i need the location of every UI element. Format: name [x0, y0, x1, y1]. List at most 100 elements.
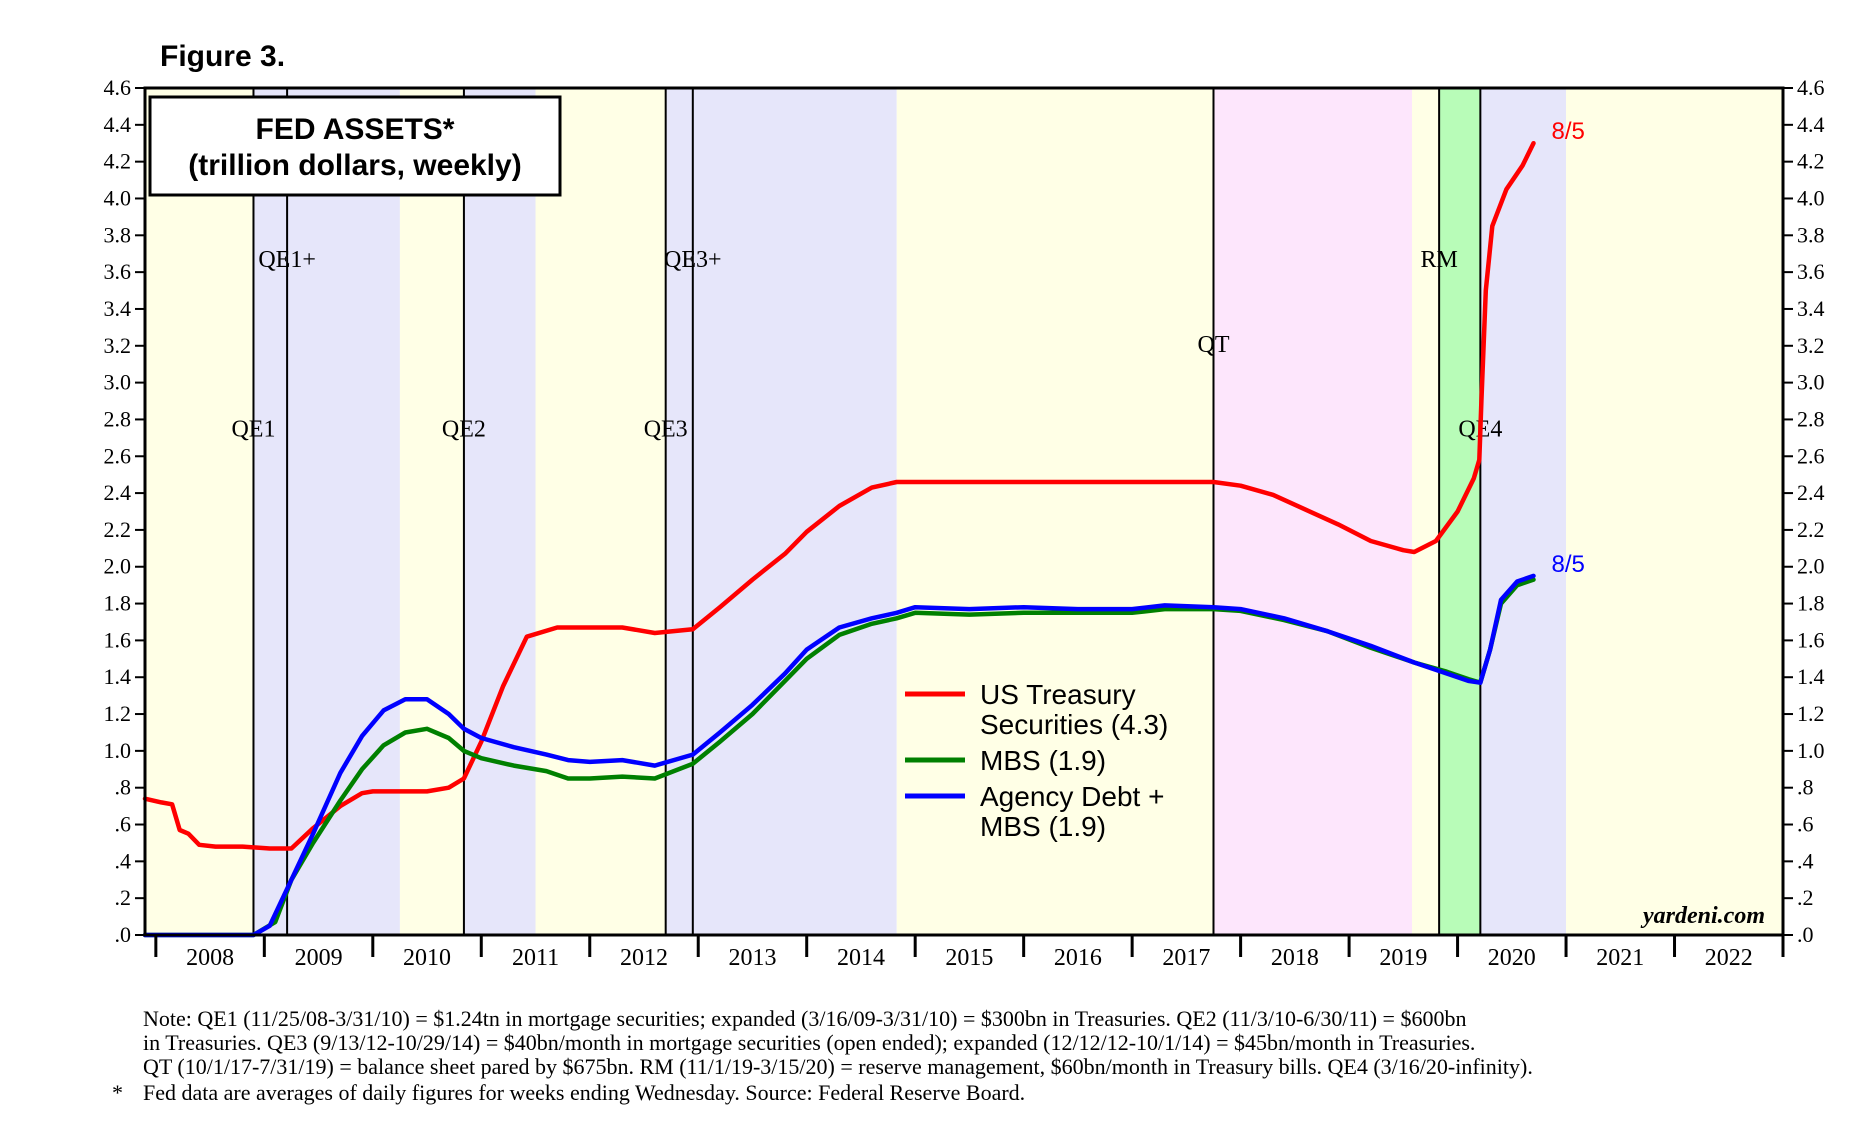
- event-label-qe1-plus: QE1+: [258, 247, 316, 273]
- period-band-12: [1566, 88, 1783, 935]
- period-band-5: [535, 88, 666, 935]
- x-axis: 2008 2009 2010 2011 2012 2013 2014 2015 2016 2017…: [154, 935, 1785, 971]
- title-box-frame: [148, 95, 562, 197]
- y-tick-label-right-9: 1.8: [1797, 591, 1825, 616]
- event-label-qe2: QE2: [442, 417, 486, 443]
- y-tick-label-left-15: 3.0: [104, 370, 132, 395]
- event-label-qe1: QE1: [231, 417, 275, 443]
- chart-title: FED ASSETS*: [256, 113, 455, 146]
- title-box: FED ASSETS* (trillion dollars, weekly): [148, 95, 562, 197]
- y-tick-label-left-13: 2.6: [104, 443, 132, 468]
- y-tick-label-left-21: 4.2: [104, 149, 132, 174]
- y-tick-label-left-6: 1.2: [104, 701, 132, 726]
- legend-label-agency-2: MBS (1.9): [980, 811, 1106, 842]
- y-tick-label-right-4: .8: [1797, 775, 1814, 800]
- note-line-2: in Treasuries. QE3 (9/13/12-10/29/14) = …: [143, 1030, 1475, 1055]
- x-tick-label-2015: 2015: [945, 945, 993, 971]
- x-tick-label-2011: 2011: [512, 945, 559, 971]
- y-tick-label-right-7: 1.4: [1797, 664, 1825, 689]
- legend-label-agency-1: Agency Debt +: [980, 781, 1164, 812]
- y-tick-label-left-10: 2.0: [104, 554, 132, 579]
- legend-label-mbs-1: MBS (1.9): [980, 745, 1106, 776]
- series-line-treasury: [142, 140, 1536, 851]
- x-tick-label-2018: 2018: [1271, 945, 1319, 971]
- x-tick-label-2016: 2016: [1054, 945, 1102, 971]
- x-tick-label-2014: 2014: [837, 945, 885, 971]
- figure-label: Figure 3.: [160, 40, 285, 73]
- source-label: yardeni.com: [1640, 903, 1765, 929]
- series-line-agency: [142, 573, 1536, 938]
- period-band-11: [1480, 88, 1567, 935]
- period-band-9: [1412, 88, 1440, 935]
- end-labels: 8/5 8/5: [1552, 118, 1585, 578]
- y-tick-label-left-17: 3.4: [104, 296, 132, 321]
- y-tick-label-right-6: 1.2: [1797, 701, 1825, 726]
- end-label-treasury: 8/5: [1552, 118, 1585, 145]
- event-label-qt: QT: [1197, 332, 1229, 358]
- y-tick-label-right-16: 3.2: [1797, 333, 1825, 358]
- footnote-mark: *: [112, 1080, 123, 1105]
- y-tick-label-left-12: 2.4: [104, 480, 132, 505]
- y-tick-label-right-20: 4.0: [1797, 185, 1825, 210]
- period-band-3: [399, 88, 464, 935]
- y-tick-label-right-8: 1.6: [1797, 627, 1825, 652]
- x-tick-label-2010: 2010: [403, 945, 451, 971]
- y-tick-label-right-12: 2.4: [1797, 480, 1825, 505]
- legend-label-treasury-2: Securities (4.3): [980, 709, 1168, 740]
- x-tick-label-2020: 2020: [1488, 945, 1536, 971]
- y-tick-label-right-11: 2.2: [1797, 517, 1825, 542]
- period-band-2: [253, 88, 400, 935]
- y-tick-label-left-16: 3.2: [104, 333, 132, 358]
- event-label-qe3: QE3: [644, 417, 688, 443]
- x-tick-label-2019: 2019: [1379, 945, 1427, 971]
- event-label-rm: RM: [1420, 247, 1457, 273]
- y-tick-label-right-14: 2.8: [1797, 406, 1825, 431]
- y-tick-label-left-20: 4.0: [104, 185, 132, 210]
- y-tick-label-left-23: 4.6: [104, 75, 132, 100]
- y-axes: .0 .0 .2 .2 .4 .4 .6 .6 .8 .8 1.0 1.0 1.2 1.2 1.4 1.4 1.…: [104, 75, 1825, 947]
- y-tick-label-left-4: .8: [115, 775, 132, 800]
- y-tick-label-right-2: .4: [1797, 848, 1814, 873]
- y-tick-label-left-3: .6: [115, 812, 132, 837]
- y-tick-label-right-13: 2.6: [1797, 443, 1825, 468]
- y-tick-label-left-9: 1.8: [104, 591, 132, 616]
- y-tick-label-left-19: 3.8: [104, 222, 132, 247]
- y-tick-label-right-17: 3.4: [1797, 296, 1825, 321]
- series-lines: [142, 140, 1536, 938]
- y-tick-label-right-0: .0: [1797, 922, 1814, 947]
- x-tick-label-2009: 2009: [295, 945, 343, 971]
- y-tick-label-left-1: .2: [115, 885, 132, 910]
- y-tick-label-right-21: 4.2: [1797, 149, 1825, 174]
- y-tick-label-left-22: 4.4: [104, 112, 132, 137]
- y-tick-label-left-5: 1.0: [104, 738, 132, 763]
- y-tick-label-left-18: 3.6: [104, 259, 132, 284]
- period-band-6: [665, 88, 897, 935]
- period-bands: [145, 88, 1783, 935]
- y-tick-label-left-2: .4: [115, 848, 132, 873]
- y-tick-label-right-10: 2.0: [1797, 554, 1825, 579]
- x-tick-label-2021: 2021: [1596, 945, 1644, 971]
- notes: Note: QE1 (11/25/08-3/31/10) = $1.24tn i…: [112, 1006, 1533, 1105]
- y-tick-label-right-15: 3.0: [1797, 370, 1825, 395]
- y-tick-label-right-23: 4.6: [1797, 75, 1825, 100]
- y-tick-label-right-1: .2: [1797, 885, 1814, 910]
- footnote: Fed data are averages of daily figures f…: [143, 1080, 1025, 1105]
- plot-frame: [143, 86, 1785, 937]
- y-tick-label-left-0: .0: [115, 922, 132, 947]
- x-tick-label-2017: 2017: [1162, 945, 1210, 971]
- y-tick-label-left-7: 1.4: [104, 664, 132, 689]
- y-tick-label-right-19: 3.8: [1797, 222, 1825, 247]
- note-line-3: QT (10/1/17-7/31/19) = balance sheet par…: [143, 1054, 1533, 1079]
- legend-label-treasury-1: US Treasury: [980, 679, 1136, 710]
- note-line-1: Note: QE1 (11/25/08-3/31/10) = $1.24tn i…: [143, 1006, 1466, 1031]
- y-tick-label-left-14: 2.8: [104, 406, 132, 431]
- y-tick-label-right-18: 3.6: [1797, 259, 1825, 284]
- x-tick-label-2008: 2008: [186, 945, 234, 971]
- y-tick-label-right-5: 1.0: [1797, 738, 1825, 763]
- period-band-4: [463, 88, 536, 935]
- x-tick-label-2012: 2012: [620, 945, 668, 971]
- chart-subtitle: (trillion dollars, weekly): [188, 149, 521, 182]
